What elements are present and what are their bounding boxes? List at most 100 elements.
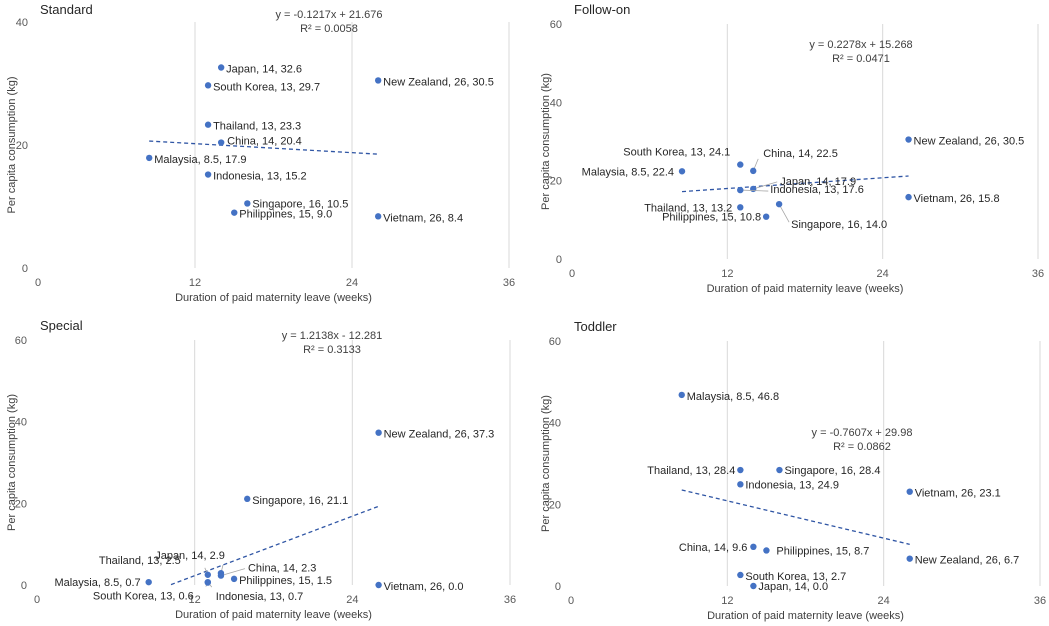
trendline-r-squared: R² = 0.0471 xyxy=(832,53,890,65)
x-tick-label: 36 xyxy=(1032,268,1044,280)
data-point xyxy=(145,578,152,586)
data-point-label: South Korea, 13, 0.6 xyxy=(93,591,194,603)
data-point xyxy=(375,581,382,589)
data-point-label: Singapore, 16, 10.5 xyxy=(252,198,348,210)
y-tick-label: 0 xyxy=(21,580,27,592)
data-point-label: Japan, 14, 0.0 xyxy=(758,581,828,593)
data-point xyxy=(737,204,744,211)
x-tick-label: 0 xyxy=(569,268,575,280)
data-point xyxy=(230,575,238,583)
x-tick-label: 36 xyxy=(504,594,516,606)
panel-title: Follow-on xyxy=(574,2,630,17)
y-axis-title: Per capita consumption (kg) xyxy=(540,73,552,210)
x-tick-label: 0 xyxy=(35,277,41,289)
data-point-label: Malaysia, 8.5, 22.4 xyxy=(582,166,674,178)
data-point-label: Thailand, 13, 13.2 xyxy=(644,202,732,214)
data-point-label: Malaysia, 8.5, 17.9 xyxy=(154,154,246,166)
x-tick-label: 0 xyxy=(34,594,40,606)
data-point-label: South Korea, 13, 29.7 xyxy=(213,81,320,93)
data-point xyxy=(750,582,757,590)
data-point-label: South Korea, 13, 24.1 xyxy=(623,147,730,159)
data-point xyxy=(375,429,382,436)
y-tick-label: 60 xyxy=(549,336,561,348)
data-point xyxy=(750,167,757,175)
panel-title: Toddler xyxy=(574,319,617,334)
data-point-label: New Zealand, 26, 6.7 xyxy=(915,555,1020,567)
data-point-label: New Zealand, 26, 30.5 xyxy=(914,136,1025,148)
y-tick-label: 20 xyxy=(15,498,27,510)
scatter-panel-special: 0 12 24 36 0 20 40 60 Special Duration of paid ma… xyxy=(6,318,516,621)
y-tick-label: 0 xyxy=(22,263,28,275)
data-point-label: Vietnam, 26, 8.4 xyxy=(383,212,463,224)
data-point-label: Indonesia, 13, 15.2 xyxy=(213,171,307,183)
y-tick-label: 0 xyxy=(556,254,562,266)
data-point-label: Thailand, 13, 28.4 xyxy=(647,465,735,477)
data-point xyxy=(763,547,770,554)
data-point xyxy=(737,161,744,168)
panel-title: Special xyxy=(40,318,83,333)
y-axis-title: Per capita consumption (kg) xyxy=(6,77,18,214)
data-point-label: Japan, 14, 2.9 xyxy=(155,550,225,562)
data-point xyxy=(244,495,251,503)
data-point xyxy=(906,555,913,562)
x-tick-label: 0 xyxy=(568,595,574,607)
data-point-label: Singapore, 16, 14.0 xyxy=(791,219,887,231)
x-tick-label: 12 xyxy=(721,595,733,607)
data-point-label: Vietnam, 26, 15.8 xyxy=(914,193,1000,205)
data-point xyxy=(678,168,686,175)
data-point-label: New Zealand, 26, 30.5 xyxy=(383,76,494,88)
x-tick-label: 36 xyxy=(1034,595,1046,607)
trendline-r-squared: R² = 0.0862 xyxy=(833,441,891,453)
data-point xyxy=(737,466,744,474)
data-point xyxy=(204,171,212,178)
data-point-label: China, 14, 9.6 xyxy=(679,542,748,554)
data-point xyxy=(678,391,685,399)
data-point xyxy=(737,571,744,579)
x-tick-label: 12 xyxy=(189,594,201,606)
x-axis-title: Duration of paid maternity leave (weeks) xyxy=(175,292,372,304)
y-tick-label: 40 xyxy=(15,417,27,429)
data-point xyxy=(905,136,912,143)
data-point-label: Japan, 14, 17.9 xyxy=(780,176,856,188)
data-point xyxy=(217,64,225,71)
data-point xyxy=(146,154,153,162)
y-axis-title: Per capita consumption (kg) xyxy=(6,394,18,531)
x-tick-label: 24 xyxy=(877,268,889,280)
label-leader-line xyxy=(778,203,790,223)
data-point xyxy=(204,82,212,89)
data-point-label: Vietnam, 26, 0.0 xyxy=(384,581,464,593)
x-tick-label: 24 xyxy=(346,594,358,606)
data-point xyxy=(204,121,212,128)
data-point xyxy=(775,200,783,208)
data-point-label: Japan, 14, 32.6 xyxy=(226,64,302,76)
x-tick-label: 24 xyxy=(346,277,358,289)
data-point-label: Malaysia, 8.5, 0.7 xyxy=(54,577,140,589)
y-tick-label: 40 xyxy=(550,97,562,109)
x-tick-label: 12 xyxy=(189,277,201,289)
label-leader-line xyxy=(220,568,246,576)
scatter-panel-standard: 0 12 24 36 0 20 40 Standard Duration of paid mat… xyxy=(6,2,515,304)
y-tick-label: 40 xyxy=(549,418,561,430)
y-axis-title: Per capita consumption (kg) xyxy=(540,395,552,532)
data-point xyxy=(217,572,225,579)
data-point-label: China, 14, 20.4 xyxy=(227,136,302,148)
data-point-label: Thailand, 13, 2.5 xyxy=(99,555,181,567)
data-point-label: South Korea, 13, 2.7 xyxy=(745,571,846,583)
data-point xyxy=(776,466,783,474)
x-axis-title: Duration of paid maternity leave (weeks) xyxy=(707,283,904,295)
data-point xyxy=(737,481,744,488)
x-tick-label: 12 xyxy=(721,268,733,280)
trendline xyxy=(681,175,909,193)
label-leader-line xyxy=(753,181,778,190)
data-point-label: China, 14, 2.3 xyxy=(248,563,317,575)
trendline xyxy=(149,140,379,155)
x-axis-title: Duration of paid maternity leave (weeks) xyxy=(175,609,372,621)
data-point xyxy=(750,185,757,193)
y-tick-label: 60 xyxy=(15,335,27,347)
data-point xyxy=(374,213,382,220)
data-point-label: Philippines, 15, 9.0 xyxy=(239,209,332,221)
data-point-label: Singapore, 16, 28.4 xyxy=(784,465,880,477)
data-point xyxy=(750,543,757,550)
data-point xyxy=(906,488,913,495)
